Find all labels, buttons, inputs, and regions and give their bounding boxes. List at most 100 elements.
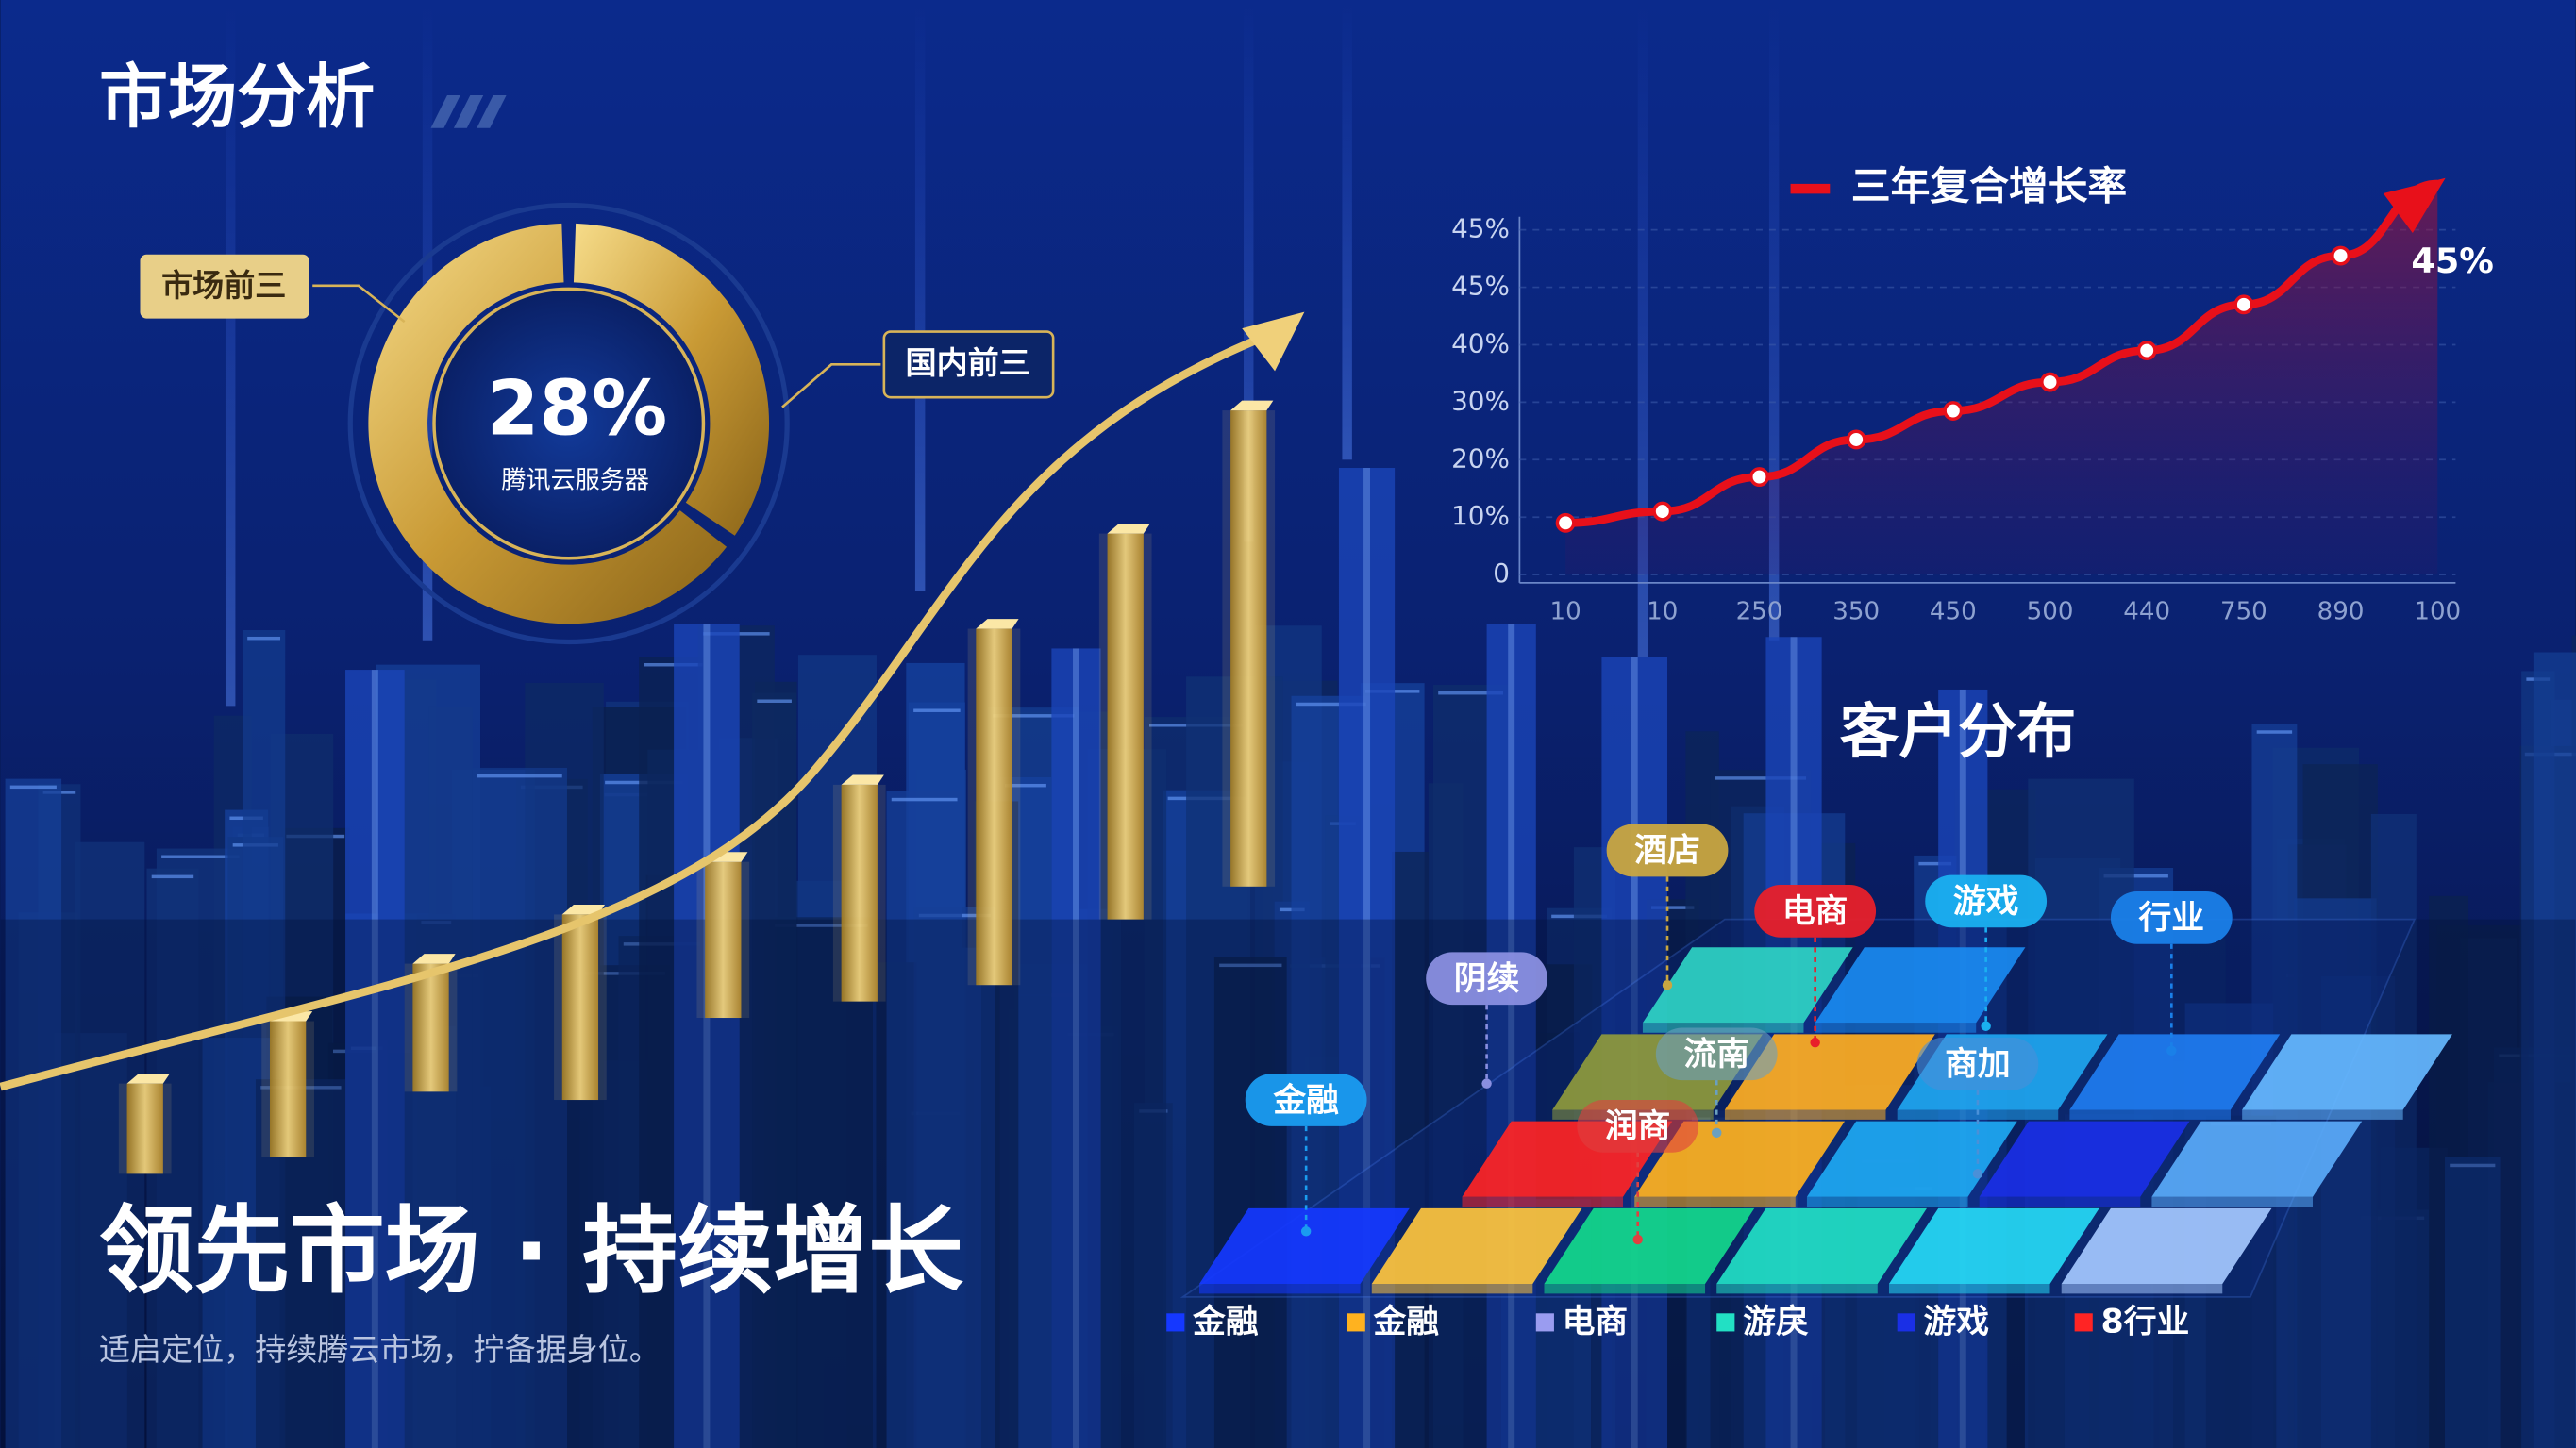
headline: 领先市场 · 持续增长 <box>99 1195 963 1307</box>
gold-bar-top <box>1230 400 1274 411</box>
tag-pill <box>1245 1074 1367 1126</box>
tag-pin-dot <box>1632 1234 1643 1245</box>
tile <box>2061 1207 2272 1284</box>
building <box>2444 1157 2501 1448</box>
callout-line <box>312 284 406 324</box>
building <box>2370 813 2417 1448</box>
gold-bar <box>126 1083 163 1174</box>
legend-label: 三年复合增长率 <box>1851 163 2127 209</box>
building-light <box>151 874 194 879</box>
building-light <box>644 662 703 667</box>
building-light <box>993 714 1075 718</box>
donut-center-value: 28% <box>487 365 668 453</box>
building <box>5 778 62 1448</box>
tile-side <box>2151 1196 2313 1207</box>
light-beam <box>225 0 236 707</box>
tag-pill <box>1925 874 2048 928</box>
building-light <box>247 636 281 641</box>
tag-pin-dot <box>1810 1037 1820 1048</box>
distribution-grid <box>1179 918 2452 1298</box>
line-point <box>1749 467 1769 488</box>
line-point <box>2233 294 2254 315</box>
tag-pin-dot <box>1300 1226 1312 1237</box>
gold-bar-top <box>412 954 456 964</box>
donut-outer-ring <box>347 202 790 645</box>
tag-label: 商加 <box>1945 1045 2011 1083</box>
legend-swatch <box>2074 1313 2093 1332</box>
light-beam <box>1342 0 1352 460</box>
line-point <box>2040 372 2060 392</box>
callout-line <box>781 363 881 408</box>
tower <box>1051 648 1101 1448</box>
light-beam <box>1637 0 1648 657</box>
building-light <box>161 855 240 858</box>
tower-glow <box>1363 468 1371 1448</box>
light-beam <box>1768 0 1780 641</box>
tower <box>1486 624 1536 1448</box>
building-light <box>757 699 792 703</box>
tile <box>2069 1034 2281 1110</box>
line-arrowhead <box>2383 177 2446 233</box>
light-beam <box>1244 0 1254 542</box>
distribution-title: 客户分布 <box>1840 697 2077 766</box>
line-point <box>1555 512 1576 533</box>
line-series <box>1565 179 2438 527</box>
legend-label: 8行业 <box>2100 1304 2189 1341</box>
building-light <box>1651 906 1695 909</box>
line-point <box>2136 341 2157 361</box>
tile <box>2242 1034 2452 1110</box>
legend-label: 电商 <box>1563 1304 1629 1341</box>
title-decoration <box>430 94 507 128</box>
tag-pill <box>1916 1037 2039 1090</box>
building <box>472 767 567 1448</box>
light-beam <box>914 0 926 591</box>
tile <box>1544 1207 1755 1284</box>
gold-bar <box>1230 410 1267 887</box>
growth-illustration <box>118 400 1276 1174</box>
tile-side <box>1544 1283 1706 1294</box>
tag-label: 酒店 <box>1634 832 1700 870</box>
tower <box>674 624 740 1448</box>
y-tick-label: 40% <box>1451 327 1510 358</box>
gold-bar <box>1107 533 1144 920</box>
tag-pin-dot <box>1481 1078 1492 1089</box>
annotation: 45% <box>2411 241 2493 281</box>
legend-swatch <box>1347 1313 1365 1332</box>
building-light <box>2103 874 2168 878</box>
tile-side <box>1979 1196 2141 1207</box>
tile-side <box>1888 1283 2050 1294</box>
building-light <box>1296 702 1366 707</box>
y-tick-label: 45% <box>1451 271 1510 302</box>
tag-pin-dot <box>1981 1021 1991 1031</box>
y-tick-label: 45% <box>1451 213 1510 244</box>
line-chart: 0 10% 20% 30% 40% 45% 45% 10 10 250 350 450 500 440 75… <box>1451 163 2494 626</box>
callout-label: 国内前三 <box>906 344 1030 381</box>
gold-bar-top <box>1107 524 1150 534</box>
tile <box>1724 1034 1935 1110</box>
building-light <box>1715 776 1807 780</box>
tile <box>1371 1207 1582 1284</box>
gold-bar-top <box>561 904 606 915</box>
tile-side <box>1199 1283 1361 1294</box>
callout-box <box>140 254 309 319</box>
tag-pin-dot <box>1972 1169 1983 1179</box>
gold-bar <box>412 963 449 1092</box>
tower-glow <box>1073 648 1079 1448</box>
tag-label: 电商 <box>1782 893 1848 931</box>
gold-bar-top <box>841 774 884 785</box>
tag-pill <box>1426 952 1547 1006</box>
tile-side <box>1815 1023 1977 1033</box>
tile-side <box>1724 1109 1886 1120</box>
gold-bar <box>269 1021 307 1157</box>
x-tick-label: 500 <box>2027 598 2074 626</box>
x-tick-label: 250 <box>1736 598 1783 626</box>
tower <box>345 670 405 1448</box>
tile <box>1716 1207 1928 1284</box>
gold-bar <box>561 914 599 1101</box>
x-tick-label: 890 <box>2317 598 2365 626</box>
legend-label: 游戾 <box>1743 1304 1809 1341</box>
tag-pill <box>1577 1100 1699 1153</box>
tower-glow <box>703 624 711 1448</box>
